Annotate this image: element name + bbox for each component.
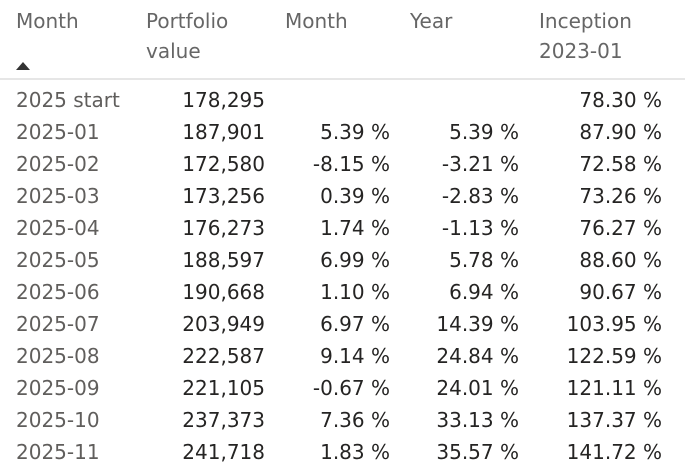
cell-portfolio-value: 176,273 xyxy=(182,216,265,240)
cell-month-return: 5.39 % xyxy=(320,120,390,144)
cell-year-return: 14.39 % xyxy=(436,312,519,336)
cell-inception: 137.37 % xyxy=(566,408,662,432)
sort-ascending-icon[interactable] xyxy=(16,62,30,70)
cell-year-return: 5.78 % xyxy=(449,248,519,272)
cell-month: 2025 start xyxy=(16,88,120,112)
cell-portfolio-value: 178,295 xyxy=(182,88,265,112)
cell-month: 2025-03 xyxy=(16,184,100,208)
cell-inception: 88.60 % xyxy=(579,248,662,272)
cell-month: 2025-08 xyxy=(16,344,100,368)
cell-portfolio-value: 221,105 xyxy=(182,376,265,400)
table-row[interactable]: 2025-09 221,105 -0.67 % 24.01 % 121.11 % xyxy=(0,372,685,404)
cell-month-return: 1.74 % xyxy=(320,216,390,240)
cell-year-return: -2.83 % xyxy=(441,184,519,208)
cell-inception: 141.72 % xyxy=(566,440,662,464)
cell-inception: 121.11 % xyxy=(566,376,662,400)
cell-month-return: 7.36 % xyxy=(320,408,390,432)
cell-month: 2025-04 xyxy=(16,216,100,240)
column-header-portfolio-value[interactable]: Portfolio value xyxy=(146,9,229,63)
cell-month-return: 0.39 % xyxy=(320,184,390,208)
cell-inception: 122.59 % xyxy=(566,344,662,368)
cell-inception: 87.90 % xyxy=(579,120,662,144)
table-row[interactable]: 2025-04 176,273 1.74 % -1.13 % 76.27 % xyxy=(0,212,685,244)
cell-year-return: 24.01 % xyxy=(436,376,519,400)
table-row[interactable]: 2025-10 237,373 7.36 % 33.13 % 137.37 % xyxy=(0,404,685,436)
cell-inception: 103.95 % xyxy=(566,312,662,336)
cell-year-return: -1.13 % xyxy=(441,216,519,240)
cell-month: 2025-10 xyxy=(16,408,100,432)
cell-portfolio-value: 173,256 xyxy=(182,184,265,208)
cell-inception: 76.27 % xyxy=(579,216,662,240)
cell-month: 2025-11 xyxy=(16,440,100,464)
cell-portfolio-value: 188,597 xyxy=(182,248,265,272)
table-row[interactable]: 2025-03 173,256 0.39 % -2.83 % 73.26 % xyxy=(0,180,685,212)
table-row[interactable]: 2025-06 190,668 1.10 % 6.94 % 90.67 % xyxy=(0,276,685,308)
table-header: Month Portfolio value Month Year Incepti… xyxy=(0,0,685,80)
cell-month: 2025-02 xyxy=(16,152,100,176)
column-header-year-return[interactable]: Year xyxy=(410,9,453,33)
cell-month-return: 9.14 % xyxy=(320,344,390,368)
column-header-month-return[interactable]: Month xyxy=(285,9,348,33)
cell-month-return: -0.67 % xyxy=(312,376,390,400)
table-row[interactable]: 2025 start 178,295 78.30 % xyxy=(0,84,685,116)
cell-month: 2025-06 xyxy=(16,280,100,304)
table-row[interactable]: 2025-02 172,580 -8.15 % -3.21 % 72.58 % xyxy=(0,148,685,180)
cell-year-return: 6.94 % xyxy=(449,280,519,304)
cell-portfolio-value: 187,901 xyxy=(182,120,265,144)
cell-year-return: 5.39 % xyxy=(449,120,519,144)
table-row[interactable]: 2025-08 222,587 9.14 % 24.84 % 122.59 % xyxy=(0,340,685,372)
table-row[interactable]: 2025-07 203,949 6.97 % 14.39 % 103.95 % xyxy=(0,308,685,340)
table-row[interactable]: 2025-11 241,718 1.83 % 35.57 % 141.72 % xyxy=(0,436,685,468)
cell-month-return: 6.99 % xyxy=(320,248,390,272)
cell-portfolio-value: 241,718 xyxy=(182,440,265,464)
cell-portfolio-value: 222,587 xyxy=(182,344,265,368)
cell-year-return: 33.13 % xyxy=(436,408,519,432)
cell-portfolio-value: 190,668 xyxy=(182,280,265,304)
cell-month: 2025-01 xyxy=(16,120,100,144)
cell-month-return: 1.83 % xyxy=(320,440,390,464)
cell-month: 2025-09 xyxy=(16,376,100,400)
table-body: 2025 start 178,295 78.30 % 2025-01 187,9… xyxy=(0,84,685,468)
cell-month-return: -8.15 % xyxy=(312,152,390,176)
cell-portfolio-value: 237,373 xyxy=(182,408,265,432)
cell-inception: 72.58 % xyxy=(579,152,662,176)
column-header-inception[interactable]: Inception 2023-01 xyxy=(539,9,632,63)
table-row[interactable]: 2025-01 187,901 5.39 % 5.39 % 87.90 % xyxy=(0,116,685,148)
cell-inception: 78.30 % xyxy=(579,88,662,112)
cell-month: 2025-07 xyxy=(16,312,100,336)
cell-year-return: 35.57 % xyxy=(436,440,519,464)
cell-month-return: 1.10 % xyxy=(320,280,390,304)
cell-portfolio-value: 172,580 xyxy=(182,152,265,176)
column-header-month[interactable]: Month xyxy=(16,9,79,33)
cell-year-return: 24.84 % xyxy=(436,344,519,368)
table-row[interactable]: 2025-05 188,597 6.99 % 5.78 % 88.60 % xyxy=(0,244,685,276)
cell-inception: 73.26 % xyxy=(579,184,662,208)
cell-year-return: -3.21 % xyxy=(441,152,519,176)
cell-month: 2025-05 xyxy=(16,248,100,272)
cell-inception: 90.67 % xyxy=(579,280,662,304)
cell-month-return: 6.97 % xyxy=(320,312,390,336)
cell-portfolio-value: 203,949 xyxy=(182,312,265,336)
